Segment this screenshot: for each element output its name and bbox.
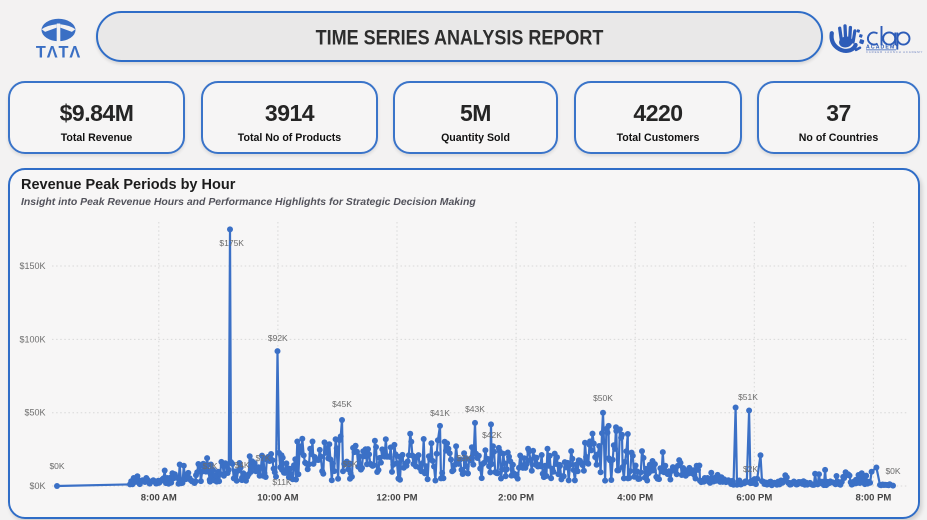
svg-text:8:00 AM: 8:00 AM xyxy=(141,493,177,504)
svg-text:$51K: $51K xyxy=(738,392,758,402)
svg-text:$0K: $0K xyxy=(29,481,45,491)
svg-text:$4K: $4K xyxy=(234,460,249,470)
svg-text:$0K: $0K xyxy=(885,466,900,476)
svg-text:$9K: $9K xyxy=(456,453,471,463)
svg-text:$175K: $175K xyxy=(219,238,244,248)
svg-text:8:00 PM: 8:00 PM xyxy=(855,493,891,504)
svg-text:ACADEMY: ACADEMY xyxy=(866,45,900,51)
svg-text:$41K: $41K xyxy=(430,408,450,418)
svg-text:12:00 PM: 12:00 PM xyxy=(376,493,417,504)
svg-text:TΛTΛ: TΛTΛ xyxy=(36,44,81,62)
svg-text:$7K: $7K xyxy=(255,453,270,463)
svg-text:$45K: $45K xyxy=(332,399,352,409)
svg-text:$50K: $50K xyxy=(593,393,613,403)
svg-text:$2K: $2K xyxy=(743,464,758,474)
svg-text:$100K: $100K xyxy=(19,334,45,344)
svg-text:$3K: $3K xyxy=(202,461,217,471)
svg-text:2:00 PM: 2:00 PM xyxy=(498,493,534,504)
svg-text:$0K: $0K xyxy=(49,461,64,471)
svg-text:CAREER LAUNCH ACADEMY PROGRAM: CAREER LAUNCH ACADEMY PROGRAM xyxy=(866,50,925,54)
svg-text:$5K: $5K xyxy=(342,459,357,469)
svg-text:$50K: $50K xyxy=(24,408,45,418)
svg-text:$11K: $11K xyxy=(272,477,292,487)
svg-text:$43K: $43K xyxy=(465,404,485,414)
svg-text:$150K: $150K xyxy=(19,261,45,271)
svg-text:$92K: $92K xyxy=(268,333,288,343)
svg-text:10:00 AM: 10:00 AM xyxy=(257,493,298,504)
svg-text:$42K: $42K xyxy=(482,430,502,440)
svg-text:4:00 PM: 4:00 PM xyxy=(617,493,653,504)
svg-text:6:00 PM: 6:00 PM xyxy=(736,493,772,504)
